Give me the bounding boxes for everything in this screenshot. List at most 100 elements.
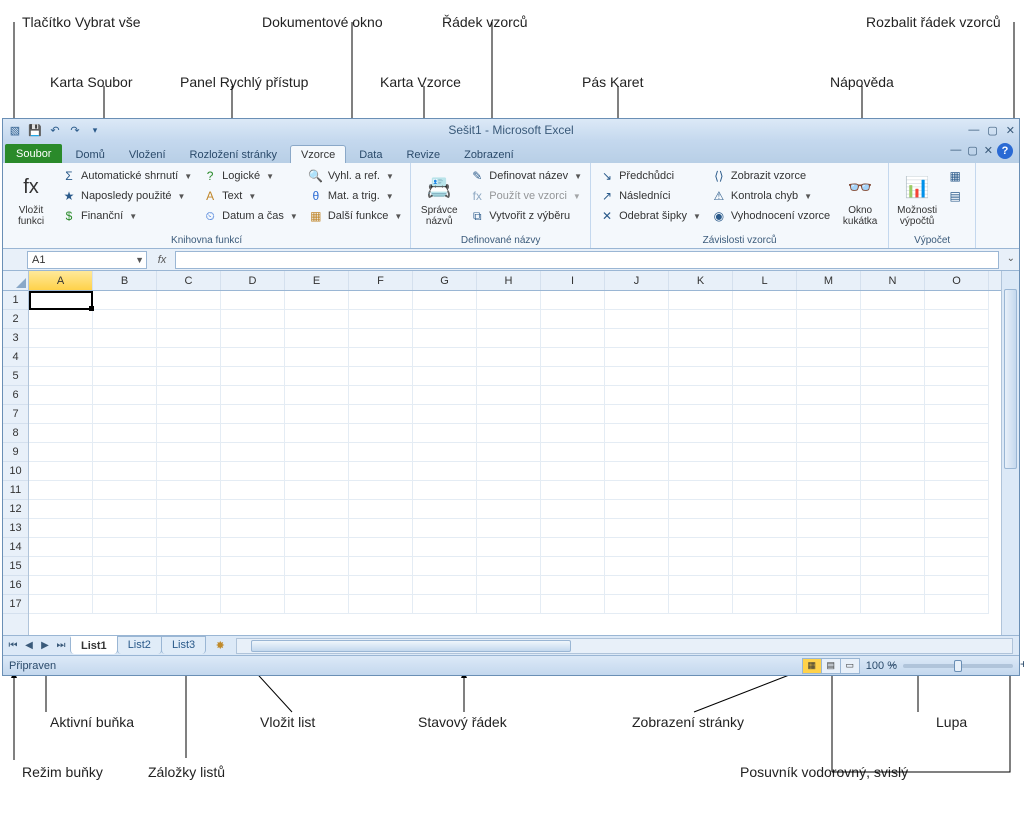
cell[interactable] (605, 462, 669, 481)
cell[interactable] (477, 576, 541, 595)
view-btn-normal[interactable]: ▦ (802, 658, 822, 674)
cell[interactable] (925, 310, 989, 329)
cell[interactable] (733, 367, 797, 386)
cell[interactable] (797, 348, 861, 367)
cell[interactable] (477, 424, 541, 443)
cell[interactable] (605, 386, 669, 405)
cell[interactable] (221, 500, 285, 519)
cell[interactable] (925, 557, 989, 576)
cell[interactable] (221, 576, 285, 595)
cell[interactable] (221, 557, 285, 576)
cell[interactable] (93, 367, 157, 386)
cell[interactable] (861, 443, 925, 462)
tab-file[interactable]: Soubor (5, 144, 62, 163)
cell[interactable] (29, 481, 93, 500)
cell[interactable] (605, 500, 669, 519)
cell[interactable] (285, 576, 349, 595)
cell[interactable] (157, 576, 221, 595)
row-header-14[interactable]: 14 (3, 538, 28, 557)
minimize-icon[interactable]: — (968, 124, 979, 137)
cell[interactable] (733, 329, 797, 348)
cell[interactable] (477, 519, 541, 538)
cell[interactable] (285, 481, 349, 500)
cell[interactable] (797, 329, 861, 348)
cell[interactable] (93, 443, 157, 462)
ribbon-btn-odebrat-šipky[interactable]: ✕Odebrat šipky▼ (597, 207, 703, 225)
view-btn-pagebreak[interactable]: ▭ (840, 658, 860, 674)
cell[interactable] (669, 424, 733, 443)
col-header-C[interactable]: C (157, 271, 221, 290)
ribbon-btn-použít-ve-vzorci[interactable]: fxPoužít ve vzorci▼ (467, 187, 584, 205)
cell[interactable] (413, 443, 477, 462)
cell[interactable] (605, 424, 669, 443)
cell[interactable] (285, 329, 349, 348)
cell[interactable] (349, 595, 413, 614)
cell[interactable] (733, 348, 797, 367)
cell[interactable] (925, 576, 989, 595)
cell[interactable] (157, 424, 221, 443)
cell[interactable] (669, 348, 733, 367)
cell[interactable] (29, 557, 93, 576)
cell[interactable] (221, 291, 285, 310)
cell[interactable] (797, 424, 861, 443)
tab-data[interactable]: Data (348, 145, 393, 163)
cell[interactable] (733, 538, 797, 557)
cell[interactable] (541, 557, 605, 576)
redo-icon[interactable]: ↷ (67, 122, 83, 138)
cell[interactable] (669, 538, 733, 557)
cell[interactable] (797, 405, 861, 424)
cell[interactable] (861, 519, 925, 538)
cell[interactable] (797, 462, 861, 481)
cell[interactable] (477, 310, 541, 329)
cell[interactable] (669, 576, 733, 595)
cell[interactable] (285, 519, 349, 538)
cell[interactable] (541, 481, 605, 500)
tab-vzorce[interactable]: Vzorce (290, 145, 346, 163)
cell[interactable] (221, 519, 285, 538)
cell[interactable] (93, 462, 157, 481)
cell[interactable] (925, 538, 989, 557)
cell[interactable] (93, 348, 157, 367)
col-header-K[interactable]: K (669, 271, 733, 290)
cell[interactable] (605, 481, 669, 500)
row-header-8[interactable]: 8 (3, 424, 28, 443)
ribbon-btn-správce-názvů[interactable]: 📇Správcenázvů (417, 167, 461, 233)
cell[interactable] (477, 291, 541, 310)
customize-qat-icon[interactable]: ▾ (87, 122, 103, 138)
cell[interactable] (733, 500, 797, 519)
cell[interactable] (861, 538, 925, 557)
cell[interactable] (605, 291, 669, 310)
cell[interactable] (797, 386, 861, 405)
new-sheet-icon[interactable]: ✸ (210, 638, 230, 654)
cell[interactable] (605, 443, 669, 462)
undo-icon[interactable]: ↶ (47, 122, 63, 138)
cell[interactable] (285, 538, 349, 557)
cell[interactable] (733, 291, 797, 310)
row-header-2[interactable]: 2 (3, 310, 28, 329)
cell[interactable] (93, 576, 157, 595)
cell[interactable] (29, 443, 93, 462)
col-header-I[interactable]: I (541, 271, 605, 290)
tab-vložení[interactable]: Vložení (118, 145, 177, 163)
cell[interactable] (29, 462, 93, 481)
cell[interactable] (733, 595, 797, 614)
sheet-nav-1[interactable]: ◀ (21, 640, 37, 651)
cell[interactable] (349, 481, 413, 500)
cell[interactable] (797, 291, 861, 310)
col-header-J[interactable]: J (605, 271, 669, 290)
cell[interactable] (477, 329, 541, 348)
cell[interactable] (861, 367, 925, 386)
cell[interactable] (93, 386, 157, 405)
help-icon[interactable]: ? (997, 143, 1013, 159)
cell[interactable] (157, 462, 221, 481)
cell[interactable] (221, 386, 285, 405)
cell[interactable] (29, 386, 93, 405)
cell[interactable] (605, 329, 669, 348)
col-header-G[interactable]: G (413, 271, 477, 290)
cell[interactable] (93, 519, 157, 538)
cell[interactable] (669, 291, 733, 310)
cell[interactable] (477, 386, 541, 405)
cell[interactable] (157, 481, 221, 500)
cell[interactable] (157, 519, 221, 538)
cell[interactable] (413, 576, 477, 595)
